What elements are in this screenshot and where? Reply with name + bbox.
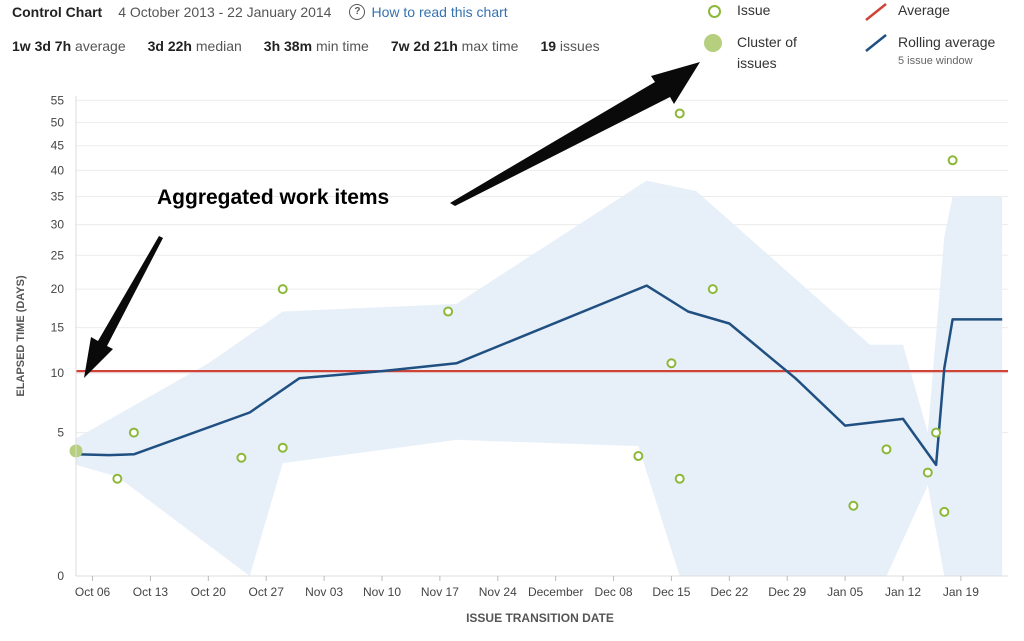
arrow-to-aggregated-point [84,236,163,378]
issue-point [633,451,644,461]
issue-point [848,500,859,511]
stats-bar: 1w 3d 7h average 3d 22h median 3h 38m mi… [12,38,622,54]
legend-average: Average [898,2,950,18]
annotation-arrows [84,62,700,378]
issue-point [277,442,288,453]
legend-issue: Issue [737,2,771,18]
stat-max: 7w 2d 21h max time [390,38,519,54]
x-tick-label: Jan 19 [943,585,979,599]
x-tick-label: Dec 29 [768,585,806,599]
y-tick-label: 20 [51,282,65,296]
legend-rolling: Rolling average [898,34,996,50]
x-axis: Oct 06 Oct 13 Oct 20 Oct 27 Nov 03 Nov 10 Nov … [75,575,1008,599]
chart-header: Control Chart 4 October 2013 - 22 Januar… [12,2,508,22]
y-tick-label: 0 [57,569,64,583]
legend-rolling-sub: 5 issue window [898,55,973,67]
issue-point [443,306,454,317]
x-tick-label: December [528,585,583,599]
x-tick-label: Nov 10 [363,585,401,599]
chart-title: Control Chart [12,4,103,20]
y-tick-label: 35 [51,190,65,204]
x-tick-label: Oct 06 [75,585,111,599]
issue-point [674,473,685,484]
date-range[interactable]: 4 October 2013 - 22 January 2014 [118,4,332,20]
y-tick-label: 40 [51,163,65,177]
issue-point [707,284,718,295]
issue-point [128,427,139,438]
issue-point [674,108,685,119]
help-link-label[interactable]: How to read this chart [371,4,508,20]
arrow-to-cluster-legend [450,62,700,206]
issue-points [69,108,958,517]
x-tick-label: Oct 27 [249,585,285,599]
issue-point [939,506,950,517]
issue-point [112,473,123,484]
help-link[interactable]: ? How to read this chart [349,4,508,20]
average-legend-icon [865,3,887,21]
x-tick-label: Oct 20 [191,585,227,599]
issue-point [931,427,942,438]
issue-point [277,284,288,295]
legend-cluster-line1: Cluster of [737,34,797,50]
y-tick-label: 25 [51,248,65,262]
legend-cluster-line2: issues [737,55,777,71]
stat-median: 3d 22h median [147,38,242,54]
x-axis-label: ISSUE TRANSITION DATE [466,611,614,625]
rolling-legend-icon [865,34,887,52]
issue-point [881,444,892,455]
issue-point [236,452,247,463]
y-axis-label: ELAPSED TIME (DAYS) [15,275,27,397]
question-icon: ? [349,4,366,20]
confidence-band [76,180,1003,576]
y-tick-label: 30 [51,218,65,232]
cluster-legend-icon [704,34,722,52]
issue-point [666,358,677,369]
x-tick-label: Dec 22 [710,585,748,599]
stat-average: 1w 3d 7h average [12,38,126,54]
issue-legend-icon [708,5,721,18]
x-tick-label: Dec 15 [652,585,690,599]
band-area [76,180,1003,576]
x-tick-label: Jan 12 [885,585,921,599]
y-tick-label: 55 [51,93,65,107]
x-tick-label: Nov 03 [305,585,343,599]
x-tick-label: Nov 17 [421,585,459,599]
issue-point [947,155,958,166]
y-tick-label: 50 [51,115,65,129]
stat-issues: 19 issues [540,38,600,54]
issue-point [922,467,933,478]
stat-min: 3h 38m min time [263,38,369,54]
aggregated-annotation: Aggregated work items [157,186,389,209]
y-tick-label: 5 [57,426,64,440]
y-tick-label: 45 [51,139,65,153]
x-tick-label: Jan 05 [827,585,863,599]
y-tick-label: 15 [51,321,65,335]
y-axis: 0 5 10 15 20 25 30 35 40 45 50 55 [51,93,77,583]
x-tick-label: Oct 13 [133,585,169,599]
x-tick-label: Dec 08 [595,585,633,599]
y-tick-label: 10 [51,366,65,380]
x-tick-label: Nov 24 [479,585,517,599]
